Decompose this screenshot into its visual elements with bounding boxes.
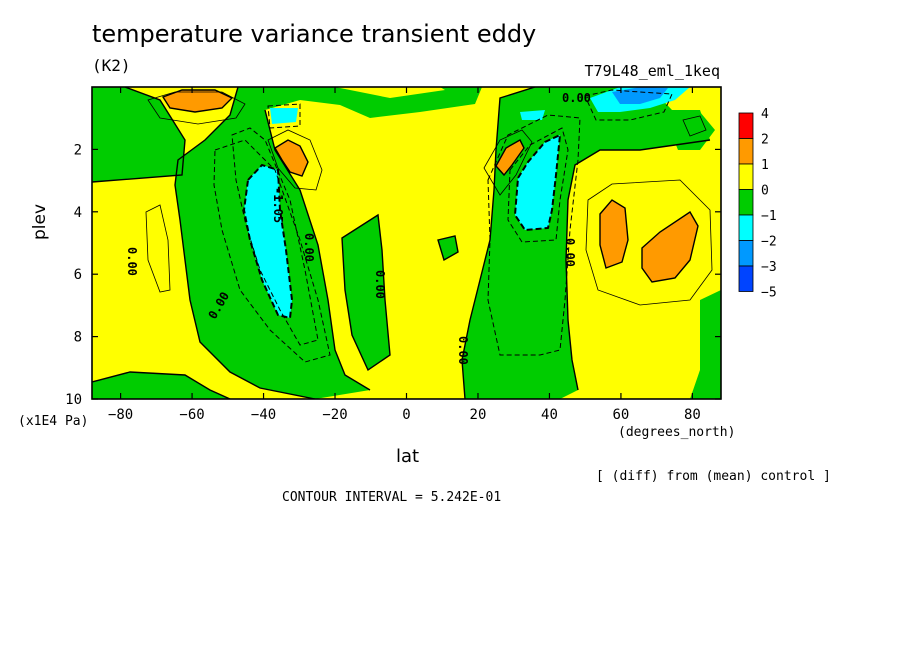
x-tick-label: 0	[402, 407, 410, 423]
x-axis-label: lat	[396, 446, 420, 467]
contour-label: 0.00	[373, 270, 387, 299]
contour-interval: CONTOUR INTERVAL = 5.242E-01	[282, 490, 502, 505]
colorbar-swatch	[738, 189, 754, 216]
contour-label: 0.00	[302, 233, 316, 262]
colorbar-label: −3	[761, 260, 777, 275]
y-tick-label: 4	[74, 205, 82, 221]
region-negative	[92, 87, 185, 182]
y-tick-label: 8	[74, 330, 82, 346]
y-tick-label: 2	[74, 142, 82, 158]
colorbar-swatch	[738, 240, 754, 267]
difference-note: [ (diff) from (mean) control ]	[596, 469, 831, 484]
colorbar-label: 1	[761, 158, 769, 173]
x-tick-label: 40	[541, 407, 558, 423]
colorbar: 4 2 1 0 −1 −2 −3 −5	[738, 107, 777, 301]
colorbar-swatch	[738, 163, 754, 190]
region-warm-core	[600, 200, 628, 268]
colorbar-label: −1	[761, 209, 777, 224]
region-warm-core	[275, 140, 308, 176]
contour-label: 0.00	[562, 91, 591, 105]
colorbar-label: −5	[761, 286, 777, 301]
y-tick-label: 10	[65, 392, 82, 408]
x-tick-label: 60	[613, 407, 630, 423]
colorbar-label: 4	[761, 107, 769, 122]
y-axis-units: (x1E4 Pa)	[18, 414, 89, 429]
region-cold-core	[244, 165, 292, 318]
region-warm-core	[642, 212, 698, 282]
x-tick-label: 80	[684, 407, 701, 423]
chart-units: (K2)	[92, 56, 131, 75]
region-cold-core	[270, 108, 298, 124]
x-tick-label: −60	[179, 407, 204, 423]
y-tick-label: 6	[74, 267, 82, 283]
contour-label: 0.00	[563, 238, 577, 267]
colorbar-label: 0	[761, 184, 769, 199]
contour-label: 0.00	[456, 336, 470, 365]
colorbar-swatch	[738, 214, 754, 241]
x-axis-units: (degrees_north)	[618, 425, 736, 440]
contour-label: -1.05	[271, 187, 285, 223]
region-negative	[342, 215, 390, 370]
region-cold-core	[520, 110, 545, 120]
colorbar-label: −2	[761, 235, 777, 250]
region-cold-core	[515, 135, 560, 230]
x-tick-label: 20	[470, 407, 487, 423]
region-negative	[690, 290, 721, 399]
region-negative	[462, 87, 710, 399]
axes: −80 −60 −40 −20 0 20 40 60 80 2 4 6 8 10	[65, 87, 721, 423]
contour-label: 0.00	[125, 247, 139, 276]
region-negative	[175, 87, 482, 399]
region-negative	[92, 372, 230, 399]
region-negative	[438, 236, 458, 260]
x-tick-label: −80	[108, 407, 133, 423]
colorbar-swatch	[738, 265, 754, 292]
chart-title: temperature variance transient eddy	[92, 20, 537, 48]
region-warm-core	[163, 90, 232, 112]
colorbar-label: 2	[761, 133, 769, 148]
x-tick-label: −40	[251, 407, 276, 423]
colorbar-swatch	[738, 138, 754, 165]
experiment-label: T79L48_eml_1keq	[584, 62, 720, 80]
x-tick-label: −20	[322, 407, 347, 423]
region-warm-core	[496, 140, 524, 175]
colorbar-swatch	[738, 112, 754, 139]
